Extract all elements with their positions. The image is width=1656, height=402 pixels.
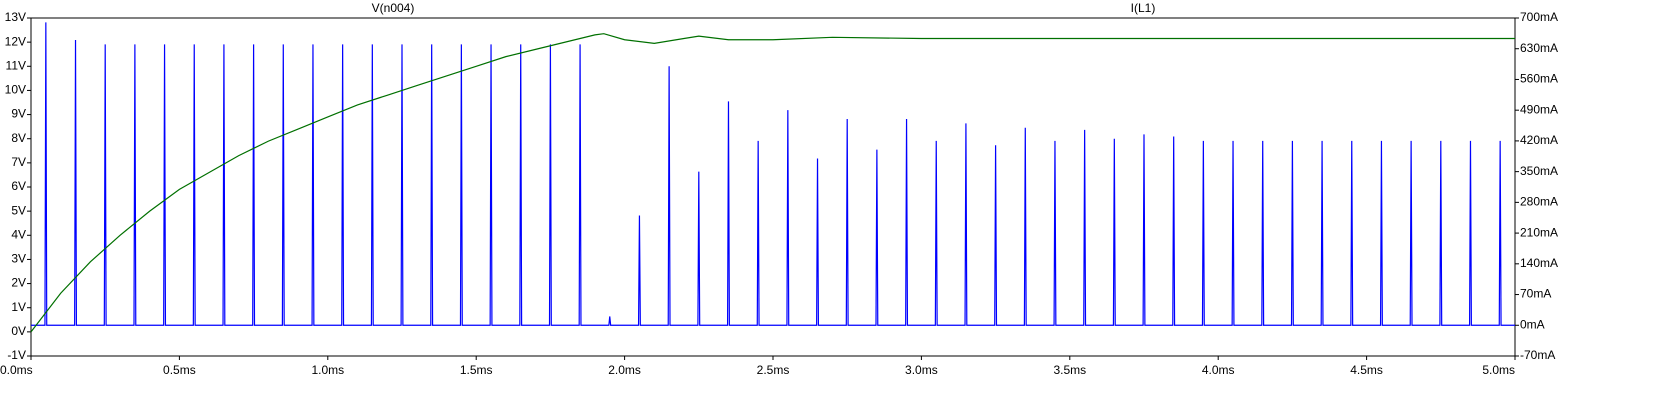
x-tick-label: 3.5ms <box>1053 363 1086 377</box>
y-tick-label: 2V <box>11 276 26 290</box>
y2-tick-label: 700mA <box>1520 10 1558 24</box>
y-tick-label: 7V <box>11 155 26 169</box>
y2-tick-label: 630mA <box>1520 41 1558 55</box>
x-tick-label: 3.0ms <box>905 363 938 377</box>
y-tick-label: 10V <box>5 83 26 97</box>
y2-tick-label: 560mA <box>1520 72 1558 86</box>
y2-tick-label: 350mA <box>1520 164 1558 178</box>
y-tick-label: 8V <box>11 131 26 145</box>
y2-tick-label: 210mA <box>1520 225 1558 239</box>
y-tick-label: 4V <box>11 227 26 241</box>
x-tick-label: 0.0ms <box>0 363 33 377</box>
y2-tick-label: 70mA <box>1520 287 1551 301</box>
y2-tick-label: 490mA <box>1520 102 1558 116</box>
y2-tick-label: -70mA <box>1520 348 1555 362</box>
y2-tick-label: 140mA <box>1520 256 1558 270</box>
y-tick-label: -1V <box>7 348 26 362</box>
y-tick-label: 11V <box>6 58 26 72</box>
x-tick-label: 1.5ms <box>460 363 493 377</box>
y2-tick-label: 0mA <box>1520 317 1545 331</box>
y-tick-label: 5V <box>11 203 26 217</box>
legend-label: V(n004) <box>372 1 415 15</box>
y-tick-label: 13V <box>5 10 26 24</box>
y-tick-label: 9V <box>11 107 26 121</box>
y-tick-label: 3V <box>11 252 26 266</box>
series-line <box>31 22 1515 326</box>
x-tick-label: 2.5ms <box>757 363 790 377</box>
y-tick-label: 1V <box>11 300 26 314</box>
legend-label: I(L1) <box>1131 1 1156 15</box>
y2-tick-label: 420mA <box>1520 133 1558 147</box>
y-tick-label: 12V <box>5 34 26 48</box>
x-tick-label: 2.0ms <box>608 363 641 377</box>
x-tick-label: 4.5ms <box>1350 363 1383 377</box>
series-line <box>30 33 1515 333</box>
y-tick-label: 0V <box>11 324 26 338</box>
x-tick-label: 0.5ms <box>163 363 196 377</box>
y2-tick-label: 280mA <box>1520 195 1558 209</box>
x-tick-label: 5.0ms <box>1482 363 1515 377</box>
x-tick-label: 1.0ms <box>311 363 344 377</box>
x-tick-label: 4.0ms <box>1202 363 1235 377</box>
y-tick-label: 6V <box>11 179 26 193</box>
